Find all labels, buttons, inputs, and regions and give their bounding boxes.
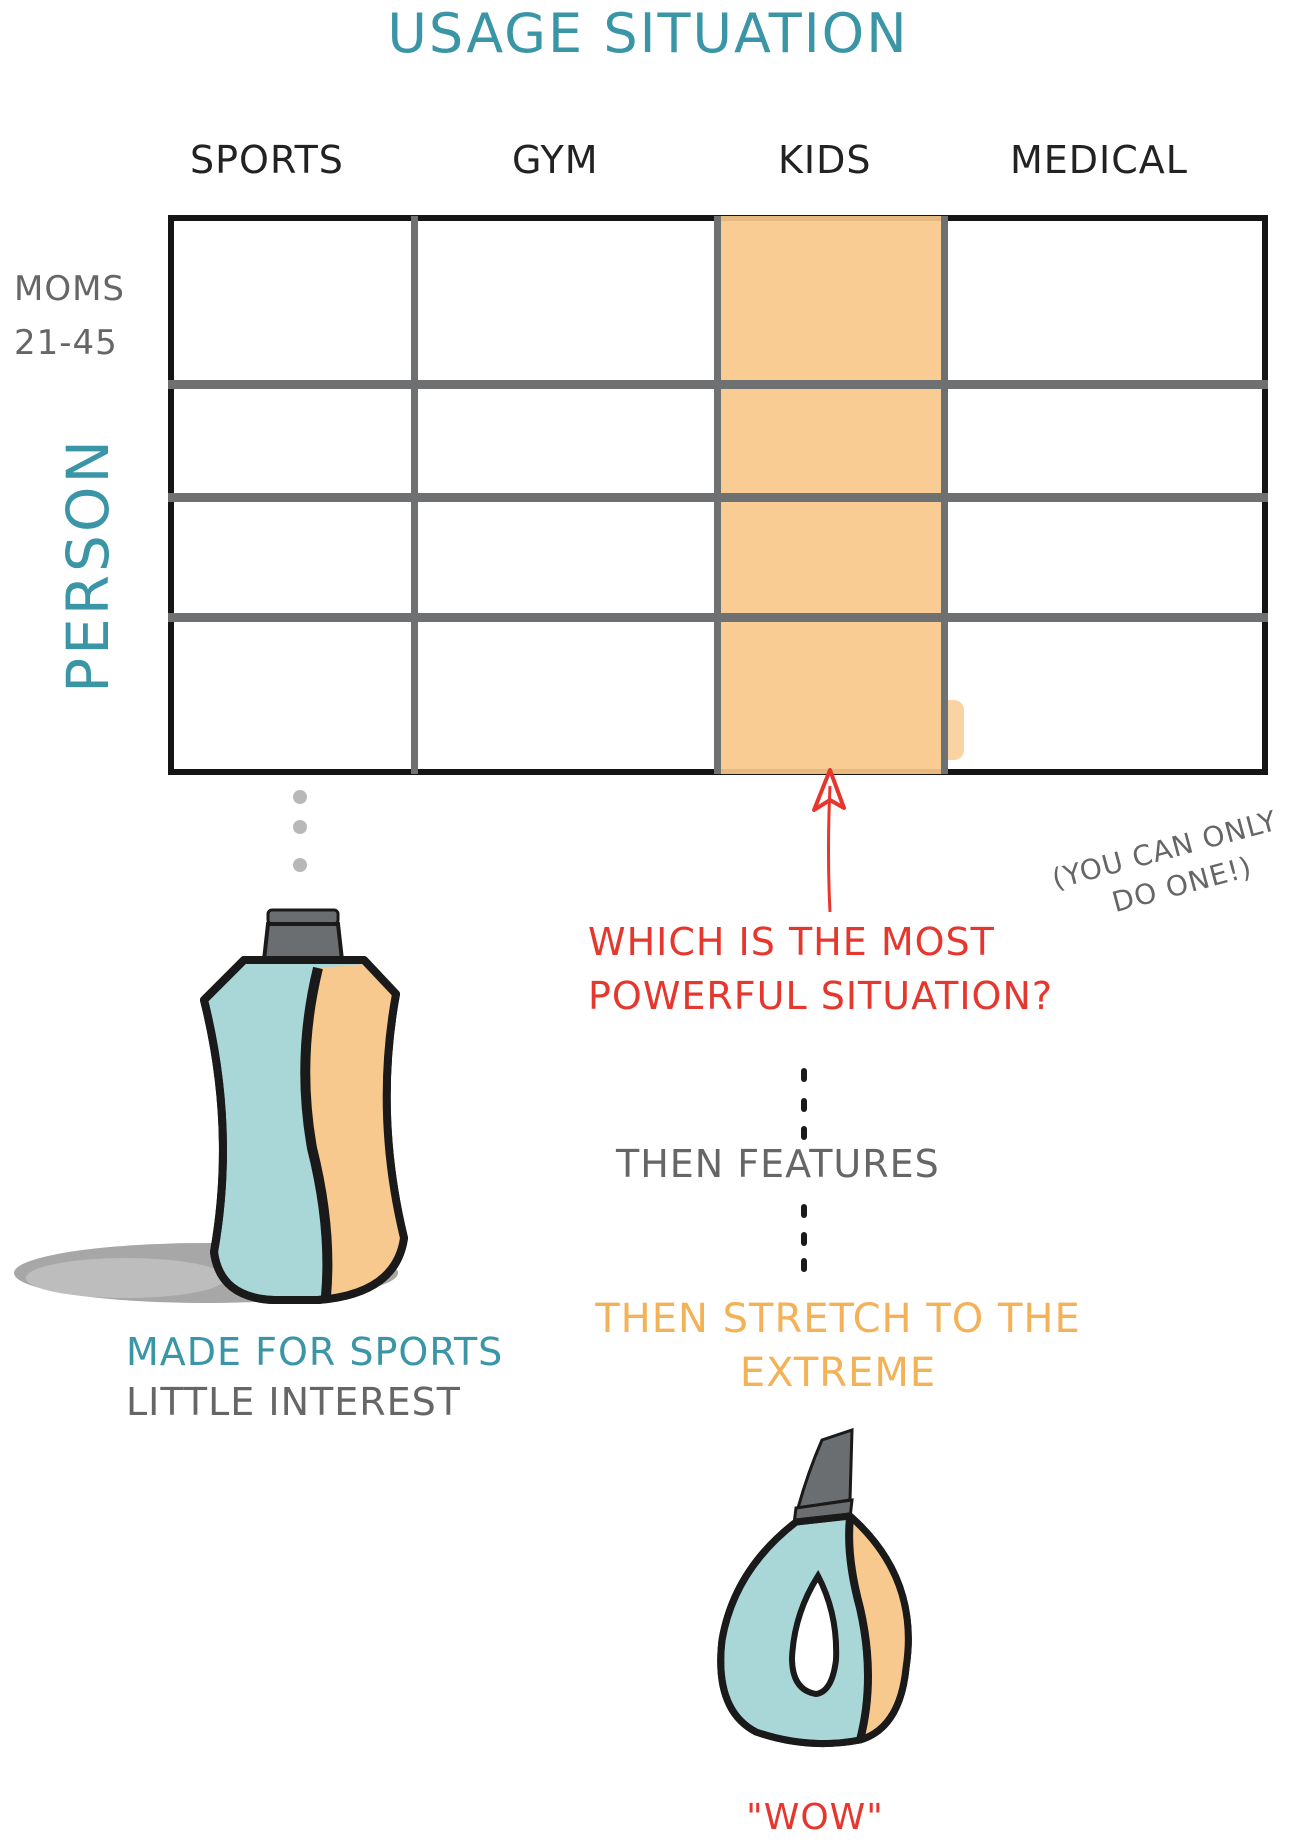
arrow-up-icon — [812, 768, 846, 912]
sports-bottle-illustration — [14, 908, 408, 1304]
question-line-1: WHICH IS THE MOST — [588, 920, 995, 964]
diagram-title: USAGE SITUATION — [387, 2, 909, 65]
wow-bottle-illustration — [717, 1428, 912, 1748]
flow-dash — [801, 1126, 807, 1140]
column-label-kids: KIDS — [778, 138, 872, 182]
aside-note: (YOU CAN ONLY DO ONE!) — [1048, 802, 1291, 935]
question-text: WHICH IS THE MOST POWERFUL SITUATION? — [588, 915, 1053, 1023]
question-line-2: POWERFUL SITUATION? — [588, 974, 1054, 1018]
flow-dash — [801, 1068, 807, 1082]
flow-dash — [801, 1098, 807, 1112]
connector-dot — [293, 858, 307, 872]
flow-dash — [801, 1204, 807, 1218]
then-features-text: THEN FEATURES — [616, 1142, 940, 1186]
flow-dash — [801, 1258, 807, 1272]
grid-divider-horizontal — [168, 493, 1268, 502]
flow-dash — [801, 1232, 807, 1246]
connector-dot — [293, 790, 307, 804]
little-interest-text: LITTLE INTEREST — [126, 1380, 461, 1424]
column-label-sports: SPORTS — [190, 138, 344, 182]
person-axis-text: PERSON — [54, 437, 122, 693]
person-axis-label: PERSON — [48, 420, 128, 710]
wow-text: "WOW" — [746, 1797, 884, 1838]
row-label-moms: MOMS — [14, 269, 126, 309]
grid-divider-horizontal — [168, 380, 1268, 389]
column-label-gym: GYM — [512, 138, 599, 182]
row-label-age: 21-45 — [14, 323, 118, 363]
made-for-sports-text: MADE FOR SPORTS — [126, 1330, 504, 1374]
stretch-line-1: THEN STRETCH TO THE — [595, 1296, 1081, 1342]
connector-dot — [293, 820, 307, 834]
column-label-medical: MEDICAL — [1010, 138, 1188, 182]
grid-divider-horizontal — [168, 613, 1268, 622]
stretch-line-2: EXTREME — [739, 1350, 937, 1396]
stretch-text: THEN STRETCH TO THE EXTREME — [578, 1292, 1098, 1400]
